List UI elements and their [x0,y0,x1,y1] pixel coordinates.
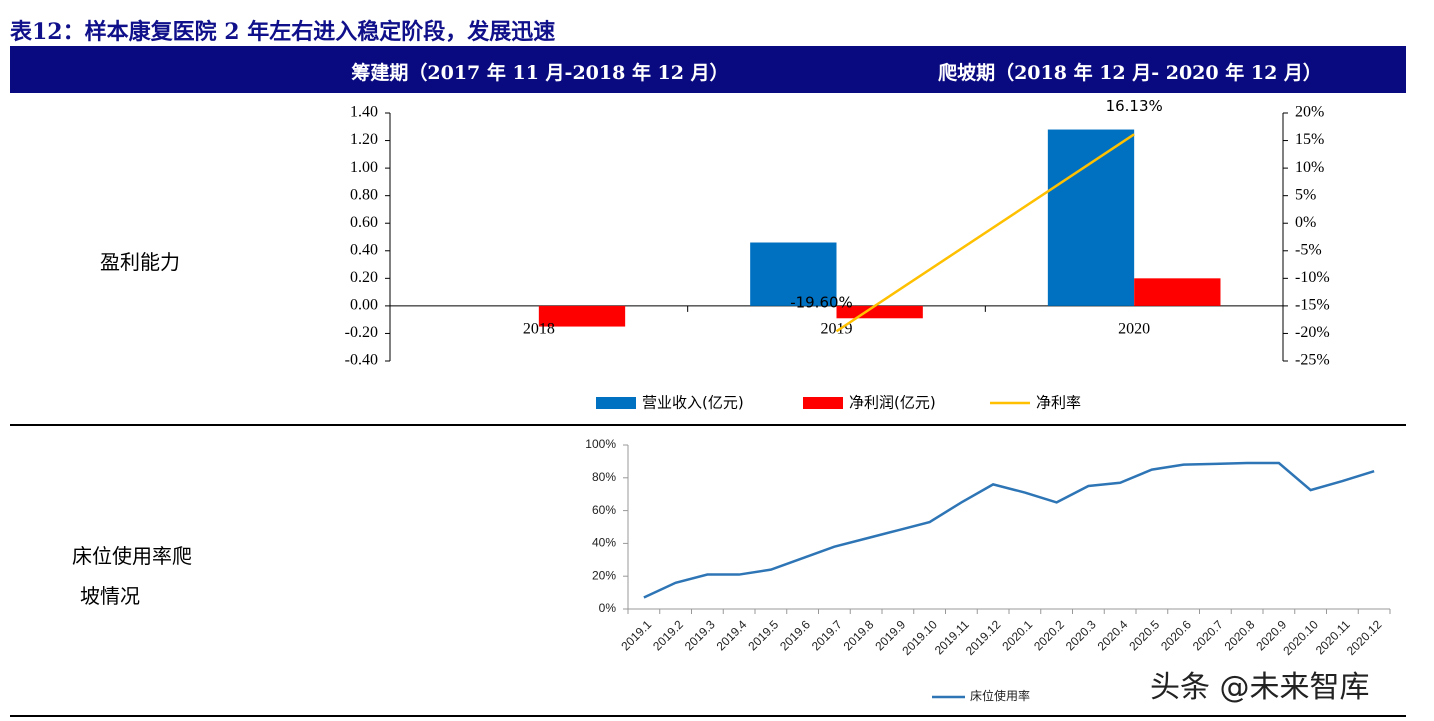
x-tick-label: 2019.7 [809,617,845,653]
x-tick-label: 2019.10 [899,617,940,658]
x-tick-label: 2019.1 [618,617,654,653]
legend-label: 净利率 [1036,394,1081,412]
x-tick-label: 2020.10 [1280,617,1321,658]
bar [836,305,923,319]
legend-label: 净利润(亿元) [849,394,936,412]
bar [1134,278,1221,306]
x-tick-label: 2019.5 [745,617,781,653]
x-tick-label: 2019.3 [682,617,718,653]
legend-label: 营业收入(亿元) [642,394,744,412]
y2-tick-label: 15% [1295,131,1324,148]
header-cell: 筹建期（2017 年 11 月-2018 年 12 月） [351,62,729,84]
y2-tick-label: -25% [1295,352,1330,369]
y2-tick-label: -10% [1295,269,1330,286]
x-tick-label: 2019.6 [777,617,813,653]
legend-swatch [803,397,843,409]
y2-tick-label: 20% [1295,104,1324,121]
x-tick-label: 2019.8 [841,617,877,653]
x-tick-label: 2020.6 [1158,617,1194,653]
y-tick-label: 60% [592,503,616,517]
x-tick-label: 2020.5 [1126,617,1162,653]
y-tick-label: -0.40 [345,352,378,369]
bar [538,305,626,327]
line [643,461,1375,599]
x-tick-label: 2020.8 [1222,617,1258,653]
header-cell: 爬坡期（2018 年 12 月- 2020 年 12 月） [938,62,1322,84]
x-tick-label: 2020.7 [1190,617,1226,653]
x-tick-label: 2019.2 [650,617,686,653]
watermark: 头条 @未来智库 [1150,670,1370,705]
x-tick-label: 2020.1 [999,617,1035,653]
y2-tick-label: -15% [1295,297,1330,314]
legend-swatch [596,397,636,409]
x-tick-label: 2020.2 [1031,617,1067,653]
x-tick-label: 2018 [523,321,555,338]
legend-label: 床位使用率 [970,688,1030,703]
table-title: 表12：样本康复医院 2 年左右进入稳定阶段，发展迅速 [10,19,556,45]
y-tick-label: 0.20 [350,269,378,286]
y2-tick-label: -5% [1295,241,1322,258]
data-label: -19.60% [790,294,853,312]
bar [1047,129,1135,306]
y-tick-label: 40% [592,536,616,550]
data-label: 16.13% [1106,97,1163,115]
x-tick-label: 2020.3 [1063,617,1099,653]
x-tick-label: 2020 [1118,321,1150,338]
x-tick-label: 2019.4 [714,617,750,653]
y-tick-label: 0.40 [350,241,378,258]
y-tick-label: 0.80 [350,186,378,203]
row-label: 盈利能力 [100,250,180,274]
line [835,133,1135,333]
y-tick-label: 0.00 [350,297,378,314]
x-tick-label: 2020.4 [1095,617,1131,653]
row-label: 床位使用率爬 [72,544,192,568]
y-tick-label: 0.60 [350,214,378,231]
x-tick-label: 2020.12 [1344,617,1385,658]
y-tick-label: 1.20 [350,131,378,148]
y2-tick-label: 0% [1295,214,1316,231]
y-tick-label: 80% [592,470,616,484]
row-divider [10,715,1406,717]
y2-tick-label: 5% [1295,186,1316,203]
row-label: 坡情况 [80,584,140,608]
y-tick-label: -0.20 [345,324,378,341]
y-tick-label: 20% [592,568,616,582]
y2-tick-label: -20% [1295,324,1330,341]
bar [750,242,837,306]
y2-tick-label: 10% [1295,159,1324,176]
y-tick-label: 1.00 [350,159,378,176]
x-tick-label: 2019.12 [963,617,1004,658]
row-divider [10,424,1406,426]
y-tick-label: 100% [585,437,616,451]
header-bar [10,46,1406,93]
y-tick-label: 0% [599,601,617,615]
y-tick-label: 1.40 [350,104,378,121]
